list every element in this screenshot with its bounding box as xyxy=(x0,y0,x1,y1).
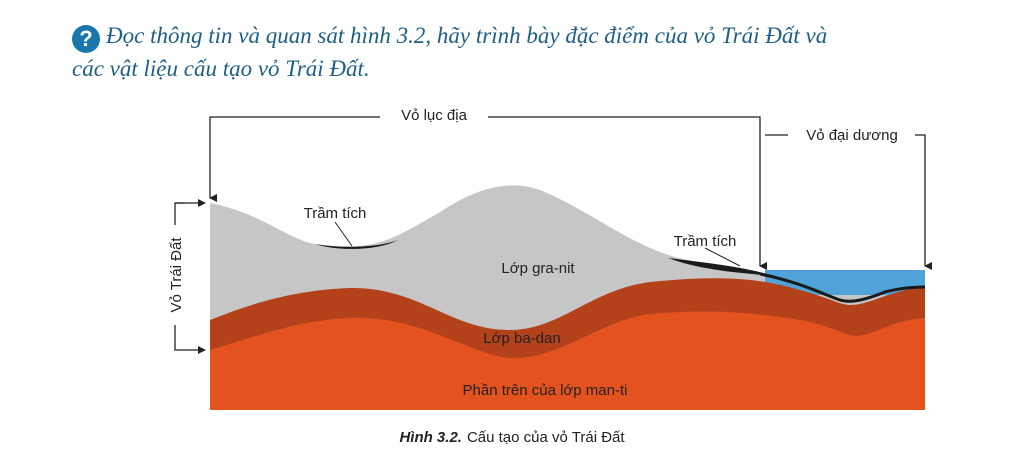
caption: Hình 3.2. Cấu tạo của vỏ Trái Đất xyxy=(399,429,625,446)
connector xyxy=(209,116,380,202)
question-icon: ? xyxy=(72,25,100,53)
leader xyxy=(704,247,741,267)
leader xyxy=(334,221,353,247)
connector xyxy=(488,116,767,270)
label: Lớp gra-nit xyxy=(501,260,575,277)
label-bg xyxy=(150,225,190,325)
ocean-floor xyxy=(759,272,926,303)
mantle-layer xyxy=(210,311,925,410)
label: Trầm tích xyxy=(674,233,737,250)
question-line: các vật liệu cấu tạo vỏ Trái Đất. xyxy=(72,56,370,81)
connector xyxy=(915,134,932,270)
label: Phần trên của lớp man-ti xyxy=(463,382,628,399)
label: Vỏ lục địa xyxy=(401,107,468,124)
label: Trầm tích xyxy=(304,205,367,222)
question: ? Đọc thông tin và quan sát hình 3.2, hãy… xyxy=(72,20,1012,85)
caption-number: Hình 3.2. xyxy=(399,429,462,446)
label: Vỏ Trái Đất xyxy=(168,237,185,313)
sediment xyxy=(315,240,398,249)
ocean xyxy=(765,270,925,295)
question-line: Đọc thông tin và quan sát hình 3.2, hãy … xyxy=(106,23,828,48)
sediment xyxy=(668,258,775,276)
label: Vỏ đại dương xyxy=(806,127,898,144)
caption-text: Cấu tạo của vỏ Trái Đất xyxy=(467,429,625,446)
label: Lớp ba-dan xyxy=(483,330,560,347)
